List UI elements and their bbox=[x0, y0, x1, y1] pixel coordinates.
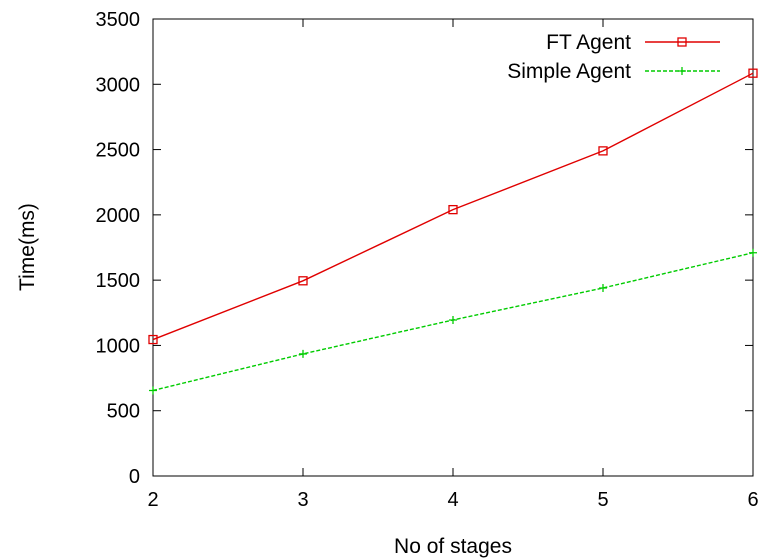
series-line bbox=[152, 72, 754, 341]
x-axis-label: No of stages bbox=[394, 535, 512, 558]
legend-swatch-marker bbox=[678, 67, 686, 75]
y-tick-label: 2500 bbox=[96, 140, 141, 162]
data-point bbox=[748, 68, 758, 78]
x-axis-ticks: 2 3 4 5 6 bbox=[147, 19, 759, 511]
data-point bbox=[299, 349, 307, 358]
legend: FT Agent Simple Agent bbox=[507, 31, 720, 83]
data-point bbox=[149, 386, 157, 395]
x-tick-label: 3 bbox=[297, 489, 308, 511]
data-point bbox=[298, 276, 308, 286]
legend-swatch-marker bbox=[677, 37, 687, 47]
series-layer bbox=[148, 68, 758, 395]
legend-label: Simple Agent bbox=[507, 60, 631, 83]
y-tick-label: 1000 bbox=[96, 335, 141, 357]
y-tick-label: 500 bbox=[107, 401, 140, 423]
x-tick-label: 4 bbox=[447, 489, 458, 511]
legend-label: FT Agent bbox=[546, 31, 631, 54]
legend-item: FT Agent bbox=[546, 31, 720, 54]
plot-frame bbox=[152, 18, 754, 477]
legend-item: Simple Agent bbox=[507, 60, 720, 83]
x-tick-label: 2 bbox=[147, 489, 158, 511]
y-axis-label: Time(ms) bbox=[16, 203, 39, 291]
series-ft-agent bbox=[148, 68, 758, 345]
data-point bbox=[148, 334, 158, 345]
y-tick-label: 0 bbox=[129, 466, 140, 488]
data-point bbox=[749, 248, 757, 257]
data-point bbox=[448, 204, 458, 215]
x-tick-label: 6 bbox=[747, 489, 758, 511]
y-tick-label: 3500 bbox=[96, 9, 141, 31]
x-tick-label: 5 bbox=[597, 489, 608, 511]
y-tick-label: 3000 bbox=[96, 74, 141, 96]
data-point bbox=[449, 315, 457, 324]
data-point bbox=[598, 146, 608, 156]
series-simple-agent bbox=[149, 248, 757, 395]
y-axis-ticks: 0 500 1000 1500 2000 2500 3000 3500 bbox=[96, 9, 753, 488]
y-tick-label: 1500 bbox=[96, 270, 141, 292]
data-point bbox=[599, 283, 607, 292]
y-tick-label: 2000 bbox=[96, 205, 141, 227]
